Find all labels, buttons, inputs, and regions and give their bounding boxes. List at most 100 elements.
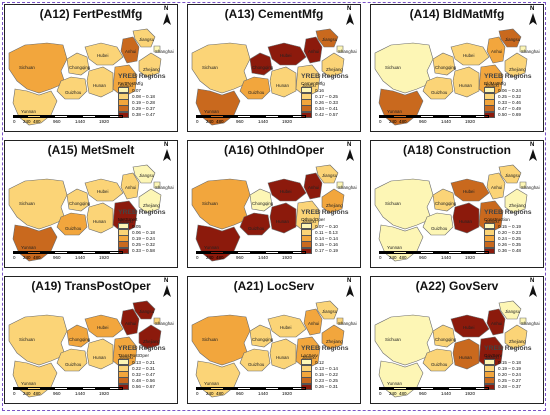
province-region [138, 324, 162, 350]
legend-entry: 0.25 – 0.27 [484, 377, 542, 384]
legend-entry: 0.15 – 0.16 [301, 241, 359, 248]
province-label: Yunnan [21, 109, 36, 114]
province-label: Hunan [276, 83, 289, 88]
legend-entry: 0.47 – 0.49 [484, 105, 542, 112]
panel-title: (A21) LocServ [233, 279, 315, 293]
map-panel: (A14) BldMatMfg Sichuan Chongqing Guizhou Yu… [370, 4, 544, 132]
province-region [267, 42, 307, 66]
scale-tick: 1440 [75, 119, 86, 124]
choropleth-map [8, 164, 162, 262]
province-region [303, 36, 323, 64]
legend: YREB Regions BldMatMfg 0.06 – 0.24 0.25 – 0… [484, 73, 542, 119]
province-region [66, 324, 90, 348]
legend-range: 0.08 – 0.18 [132, 93, 155, 99]
legend-title: YREB Regions [484, 209, 532, 216]
province-region [498, 28, 522, 48]
province-region [269, 202, 297, 234]
legend-title: YREB Regions [118, 209, 166, 216]
province-region [422, 76, 454, 100]
scale-tick: 1440 [75, 255, 86, 260]
scale-tick: 960 [236, 255, 244, 260]
province-label: Sichuan [202, 337, 218, 342]
province-region [269, 338, 297, 370]
province-region [374, 42, 434, 94]
legend-entry: 0.12 [301, 358, 359, 366]
legend-title: YREB Regions [301, 73, 349, 80]
north-arrow-icon: N [345, 278, 355, 298]
scale-tick: 0 [196, 255, 199, 260]
province-label: Jiangxi [485, 219, 499, 224]
province-label: Sichuan [19, 65, 35, 70]
north-label: N [164, 278, 169, 284]
legend-swatch [301, 111, 312, 119]
province-label: Jiangsu [505, 37, 521, 42]
legend-range: 0.13 – 0.21 [132, 359, 155, 365]
legend-range: 0.36 – 0.48 [498, 248, 521, 254]
province-label: Jiangsu [139, 309, 155, 314]
province-label: Zhejiang [326, 203, 343, 208]
scale-bar: 0 240 480 960 1440 1920 [13, 387, 123, 399]
legend-swatch [301, 383, 312, 391]
province-label: Jiangxi [119, 219, 133, 224]
scale-bar: 0 240 480 960 1440 1920 [379, 115, 489, 127]
north-arrow-icon: N [345, 142, 355, 162]
legend-entry: 0.32 – 0.47 [118, 371, 176, 378]
north-label: N [164, 142, 169, 148]
scale-tick: 960 [419, 391, 427, 396]
province-label: Anhui [125, 49, 137, 54]
scale-bar: 0 240 480 960 1440 1920 [13, 115, 123, 127]
province-label: Jiangsu [322, 173, 338, 178]
province-region [450, 178, 490, 202]
scale-tick: 0 [13, 255, 16, 260]
province-region [86, 66, 114, 98]
legend-entry: 0.13 – 0.14 [301, 364, 359, 372]
legend-range: 0.50 – 0.69 [498, 112, 521, 118]
legend-variable: FertPestMfg [118, 81, 144, 86]
map-panel: (A19) TransPostOper Sichuan Chongqing Guizh… [4, 276, 178, 404]
legend-variable: LocServ [301, 353, 318, 358]
province-region [374, 314, 434, 366]
province-region [303, 172, 323, 200]
province-label: Hubei [97, 53, 109, 58]
province-region [321, 324, 345, 350]
legend-swatch [484, 377, 495, 384]
scale-tick: 960 [419, 255, 427, 260]
province-region [8, 314, 68, 366]
province-label: Anhui [125, 321, 137, 326]
province-label: Hunan [459, 355, 472, 360]
legend-entry: 0.05 [118, 222, 176, 230]
province-region [450, 42, 490, 66]
province-region [452, 202, 480, 234]
scale-tick: 240 [206, 391, 214, 396]
legend-range: 0.48 – 0.56 [132, 378, 155, 384]
scale-tick: 1920 [99, 255, 110, 260]
province-label: Chongqing [252, 65, 274, 70]
province-region [239, 348, 271, 372]
north-arrow-icon: N [345, 6, 355, 26]
province-region [422, 348, 454, 372]
scale-tick: 1920 [465, 119, 476, 124]
province-label: Hubei [463, 53, 475, 58]
province-region [153, 45, 161, 53]
legend-range: 0.14 – 0.14 [315, 235, 338, 241]
legend-swatch [118, 377, 129, 384]
scale-tick: 480 [399, 255, 407, 260]
province-label: Yunnan [387, 109, 402, 114]
province-label: Guizhou [431, 362, 448, 367]
legend-entry: 0.26 – 0.33 [301, 99, 359, 106]
province-region [303, 308, 323, 336]
legend-title: YREB Regions [484, 73, 532, 80]
legend-swatch [484, 105, 495, 112]
province-label: Sichuan [385, 337, 401, 342]
province-label: Sichuan [385, 201, 401, 206]
province-label: Hunan [93, 355, 106, 360]
province-region [267, 314, 307, 338]
legend-entry: 0.36 – 0.48 [484, 247, 542, 255]
legend-swatch [118, 241, 129, 248]
province-region [249, 324, 273, 348]
province-label: Chongqing [69, 65, 91, 70]
province-region [269, 66, 297, 98]
province-label: Jiangsu [322, 37, 338, 42]
province-label: Sichuan [385, 65, 401, 70]
scale-tick: 1440 [441, 255, 452, 260]
